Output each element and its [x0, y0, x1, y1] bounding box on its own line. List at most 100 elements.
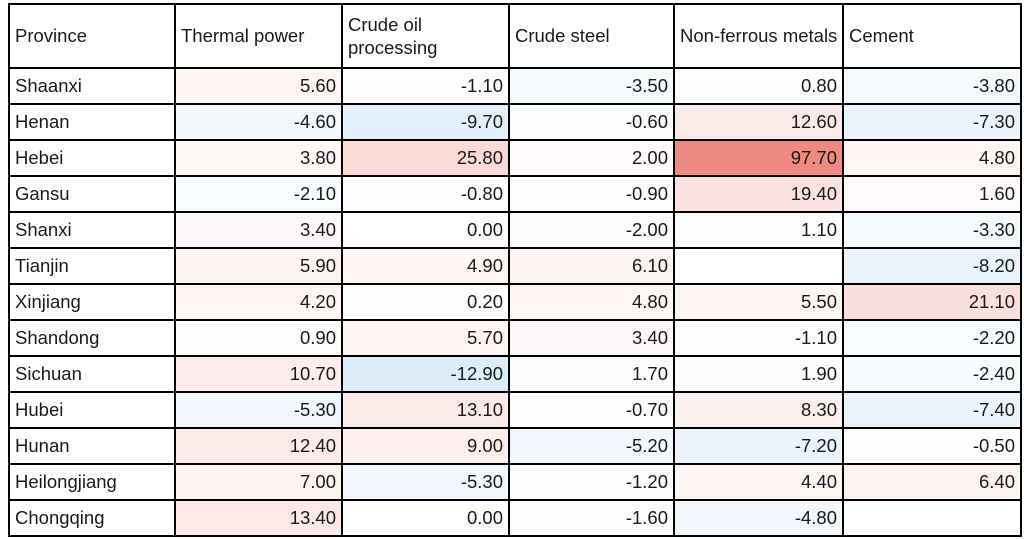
value-cell: -4.60 [174, 103, 343, 141]
province-cell: Chongqing [8, 499, 176, 537]
value-cell: 12.60 [673, 103, 844, 141]
column-header-non-ferrous-metals: Non-ferrous metals [673, 3, 844, 69]
value-cell: 19.40 [673, 175, 844, 213]
province-cell: Shaanxi [8, 67, 176, 105]
value-cell: 1.60 [842, 175, 1022, 213]
column-header-thermal-power: Thermal power [174, 3, 343, 69]
value-cell: 12.40 [174, 427, 343, 465]
value-cell: 3.40 [174, 211, 343, 249]
value-cell: -2.20 [842, 319, 1022, 357]
table-header: Province Thermal power Crude oil processin… [8, 3, 1022, 69]
value-cell: -0.90 [508, 175, 675, 213]
value-cell: 4.20 [174, 283, 343, 321]
value-cell: 13.40 [174, 499, 343, 537]
value-cell: -0.80 [341, 175, 510, 213]
value-cell: 4.80 [508, 283, 675, 321]
value-cell: -1.20 [508, 463, 675, 501]
province-cell: Xinjiang [8, 283, 176, 321]
value-cell: -0.70 [508, 391, 675, 429]
value-cell: -1.60 [508, 499, 675, 537]
value-cell: 9.00 [341, 427, 510, 465]
column-header-crude-oil-processing: Crude oil processing [341, 3, 510, 69]
value-cell: 4.40 [673, 463, 844, 501]
column-header-province: Province [8, 3, 176, 69]
value-cell: 8.30 [673, 391, 844, 429]
value-cell: -3.80 [842, 67, 1022, 105]
province-industry-heatmap-table: Province Thermal power Crude oil processin… [8, 3, 1022, 537]
province-cell: Henan [8, 103, 176, 141]
value-cell: 4.80 [842, 139, 1022, 177]
value-cell: -2.10 [174, 175, 343, 213]
value-cell: 7.00 [174, 463, 343, 501]
value-cell: 0.90 [174, 319, 343, 357]
table-row: Chongqing 13.40 0.00 -1.60 -4.80 [8, 499, 1022, 537]
table-row: Heilongjiang 7.00 -5.30 -1.20 4.40 6.40 [8, 463, 1022, 501]
province-cell: Shandong [8, 319, 176, 357]
table-row: Hubei -5.30 13.10 -0.70 8.30 -7.40 [8, 391, 1022, 429]
value-cell [673, 247, 844, 285]
value-cell: -8.20 [842, 247, 1022, 285]
table-row: Shaanxi 5.60 -1.10 -3.50 0.80 -3.80 [8, 67, 1022, 105]
value-cell: -3.50 [508, 67, 675, 105]
value-cell: 6.40 [842, 463, 1022, 501]
province-cell: Shanxi [8, 211, 176, 249]
value-cell: -1.10 [341, 67, 510, 105]
value-cell: 25.80 [341, 139, 510, 177]
value-cell: 4.90 [341, 247, 510, 285]
value-cell: -5.30 [341, 463, 510, 501]
province-cell: Tianjin [8, 247, 176, 285]
province-cell: Heilongjiang [8, 463, 176, 501]
table-row: Xinjiang 4.20 0.20 4.80 5.50 21.10 [8, 283, 1022, 321]
value-cell: 0.00 [341, 499, 510, 537]
value-cell: 5.50 [673, 283, 844, 321]
value-cell: 21.10 [842, 283, 1022, 321]
value-cell: 5.70 [341, 319, 510, 357]
table-row: Tianjin 5.90 4.90 6.10 -8.20 [8, 247, 1022, 285]
value-cell: -1.10 [673, 319, 844, 357]
province-cell: Sichuan [8, 355, 176, 393]
value-cell [842, 499, 1022, 537]
column-header-crude-steel: Crude steel [508, 3, 675, 69]
value-cell: -12.90 [341, 355, 510, 393]
value-cell: 5.90 [174, 247, 343, 285]
column-header-cement: Cement [842, 3, 1022, 69]
table-row: Shanxi 3.40 0.00 -2.00 1.10 -3.30 [8, 211, 1022, 249]
table-row: Hunan 12.40 9.00 -5.20 -7.20 -0.50 [8, 427, 1022, 465]
value-cell: 5.60 [174, 67, 343, 105]
value-cell: 1.70 [508, 355, 675, 393]
value-cell: 3.80 [174, 139, 343, 177]
value-cell: 13.10 [341, 391, 510, 429]
table-row: Hebei 3.80 25.80 2.00 97.70 4.80 [8, 139, 1022, 177]
value-cell: 0.80 [673, 67, 844, 105]
heatmap-table-container: Province Thermal power Crude oil processin… [8, 3, 1022, 537]
value-cell: -0.50 [842, 427, 1022, 465]
value-cell: -4.80 [673, 499, 844, 537]
header-row: Province Thermal power Crude oil processin… [8, 3, 1022, 69]
province-cell: Hunan [8, 427, 176, 465]
value-cell: -3.30 [842, 211, 1022, 249]
table-row: Gansu -2.10 -0.80 -0.90 19.40 1.60 [8, 175, 1022, 213]
province-cell: Gansu [8, 175, 176, 213]
value-cell: -7.40 [842, 391, 1022, 429]
table-row: Sichuan 10.70 -12.90 1.70 1.90 -2.40 [8, 355, 1022, 393]
province-cell: Hubei [8, 391, 176, 429]
value-cell: -2.00 [508, 211, 675, 249]
value-cell: -5.30 [174, 391, 343, 429]
value-cell: 0.00 [341, 211, 510, 249]
value-cell: 2.00 [508, 139, 675, 177]
value-cell: 0.20 [341, 283, 510, 321]
value-cell: -2.40 [842, 355, 1022, 393]
value-cell: 97.70 [673, 139, 844, 177]
value-cell: -7.20 [673, 427, 844, 465]
value-cell: -0.60 [508, 103, 675, 141]
table-row: Shandong 0.90 5.70 3.40 -1.10 -2.20 [8, 319, 1022, 357]
value-cell: 1.10 [673, 211, 844, 249]
table-row: Henan -4.60 -9.70 -0.60 12.60 -7.30 [8, 103, 1022, 141]
value-cell: 10.70 [174, 355, 343, 393]
table-body: Shaanxi 5.60 -1.10 -3.50 0.80 -3.80 Henan -4.60… [8, 67, 1022, 537]
value-cell: -7.30 [842, 103, 1022, 141]
value-cell: -5.20 [508, 427, 675, 465]
value-cell: -9.70 [341, 103, 510, 141]
value-cell: 3.40 [508, 319, 675, 357]
province-cell: Hebei [8, 139, 176, 177]
